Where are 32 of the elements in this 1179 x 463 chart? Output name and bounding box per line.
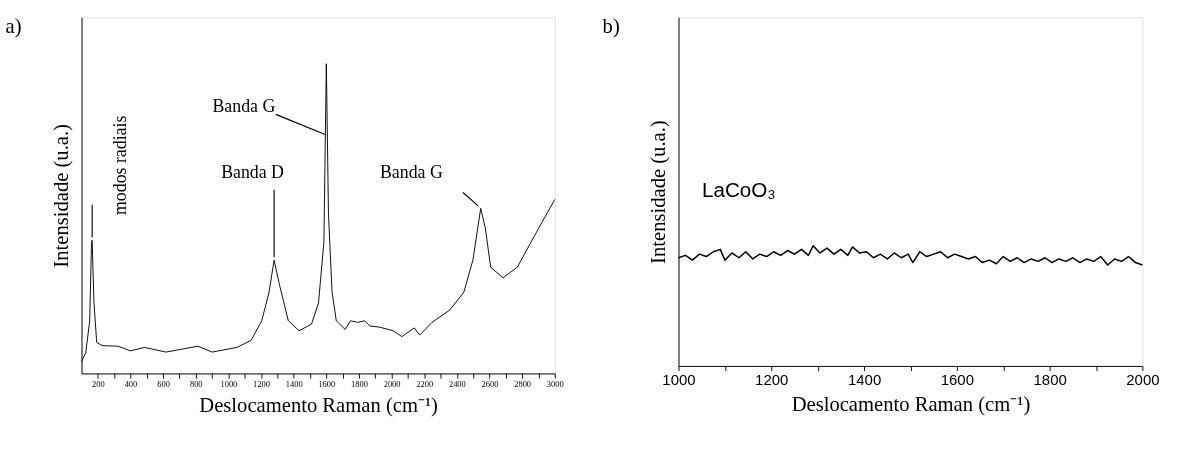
- annotation: Banda G: [212, 95, 276, 116]
- x-tick-label: 1400: [847, 371, 882, 389]
- x-tick-label: 1800: [1033, 371, 1067, 389]
- x-tick-label: 200: [92, 379, 105, 390]
- x-tick-label: 2000: [1126, 371, 1160, 389]
- chart-title: a): [5, 15, 22, 39]
- x-axis-title: Deslocamento Raman (cm⁻¹): [791, 393, 1031, 417]
- x-tick-label: 600: [157, 379, 170, 390]
- y-axis-title: Intensidade (u.a.): [646, 120, 670, 264]
- x-axis-title: Deslocamento Raman (cm⁻¹): [199, 394, 438, 418]
- annotation: Banda G: [379, 162, 443, 183]
- y-axis-title: Intensidade (u.a.): [49, 124, 73, 268]
- x-tick-label: 2800: [514, 379, 532, 390]
- x-tick-label: 400: [124, 379, 138, 390]
- x-tick-label: 2600: [481, 379, 499, 390]
- x-tick-label: 1800: [351, 379, 368, 390]
- annotation: modos radiais: [109, 115, 130, 215]
- x-tick-label: 2400: [448, 379, 466, 390]
- x-tick-label: 1600: [940, 371, 975, 389]
- x-tick-label: 2000: [383, 379, 401, 390]
- x-tick-label: 1200: [755, 371, 789, 389]
- x-tick-label: 1200: [253, 379, 270, 390]
- x-tick-label: 1000: [662, 371, 696, 389]
- x-tick-label: 1000: [220, 379, 238, 390]
- text: LaCoO₃: [701, 178, 776, 202]
- x-tick-label: 3000: [546, 379, 564, 390]
- x-tick-label: 800: [189, 379, 203, 390]
- x-tick-label: 1600: [318, 379, 336, 390]
- chart-title: b): [602, 15, 620, 39]
- x-tick-label: 2200: [416, 379, 434, 390]
- x-tick-label: 1400: [285, 379, 303, 390]
- annotation: Banda D: [221, 161, 285, 182]
